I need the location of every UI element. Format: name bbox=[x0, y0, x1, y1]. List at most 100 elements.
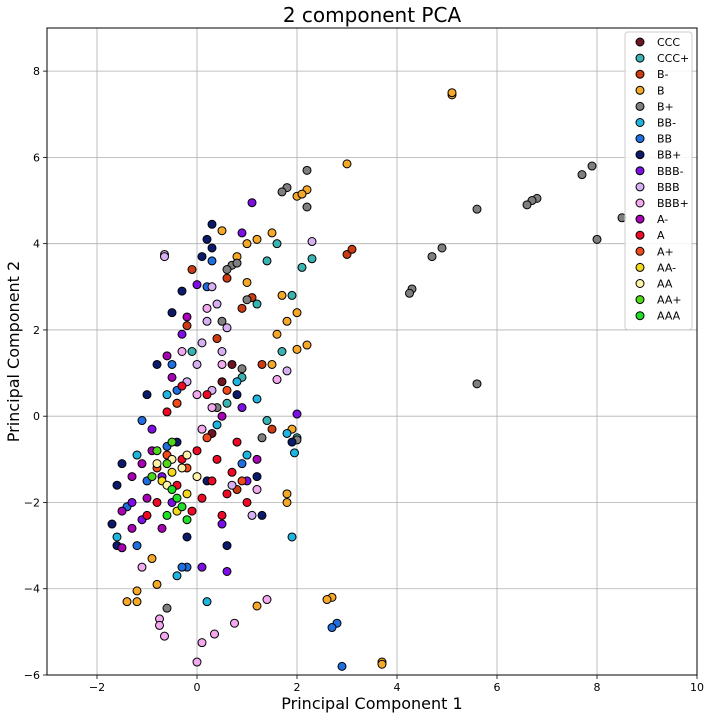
data-point-bb bbox=[132, 541, 142, 551]
data-point-aa bbox=[177, 463, 187, 473]
x-tick-label: 10 bbox=[690, 681, 704, 694]
data-point-bbb bbox=[307, 237, 317, 247]
data-point-aa-plus bbox=[162, 459, 172, 469]
data-point-b-minus bbox=[182, 321, 192, 331]
legend-label: B+ bbox=[657, 100, 674, 113]
data-point-bb-plus bbox=[222, 541, 232, 551]
data-point-b-plus bbox=[217, 316, 227, 326]
legend-marker bbox=[635, 279, 645, 288]
x-tick-label: 2 bbox=[294, 681, 301, 694]
data-point-bb bbox=[237, 459, 247, 469]
data-point-bb-plus bbox=[142, 390, 152, 400]
data-point-a-minus bbox=[127, 472, 137, 482]
data-point-ccc-plus bbox=[252, 299, 262, 309]
data-point-a-plus bbox=[222, 385, 232, 395]
data-point-bbb-plus bbox=[262, 595, 272, 605]
data-point-bbb bbox=[207, 282, 217, 292]
data-point-b bbox=[292, 344, 302, 354]
legend-label: A bbox=[657, 229, 665, 242]
legend-marker bbox=[635, 214, 645, 224]
data-point-ccc-plus bbox=[297, 262, 307, 272]
data-point-ccc-plus bbox=[307, 254, 317, 264]
data-point-aaa bbox=[177, 502, 187, 512]
data-point-b bbox=[152, 579, 162, 589]
legend-marker bbox=[635, 134, 645, 144]
data-point-bb-plus bbox=[207, 243, 217, 253]
data-point-aa-plus bbox=[152, 446, 162, 456]
legend-marker bbox=[635, 182, 645, 192]
data-point-a bbox=[152, 497, 162, 507]
data-point-b bbox=[302, 340, 312, 350]
data-point-aaa bbox=[182, 515, 192, 525]
data-point-a bbox=[212, 454, 222, 464]
data-point-b-minus bbox=[222, 273, 232, 283]
data-point-b-plus bbox=[405, 288, 414, 298]
data-point-a-minus bbox=[217, 411, 227, 421]
data-point-b bbox=[267, 359, 277, 369]
data-point-bbb-minus bbox=[217, 519, 227, 529]
legend-label: AA- bbox=[657, 261, 676, 274]
legend: CCCCCC+B-BB+BB-BBBB+BBB-BBBBBB+A-AA+AA-A… bbox=[624, 31, 693, 331]
data-point-bb-minus bbox=[132, 450, 142, 460]
data-point-bb-minus bbox=[252, 394, 262, 404]
data-point-b bbox=[292, 308, 302, 318]
plot-area-frame bbox=[46, 27, 698, 676]
data-point-bb-plus bbox=[252, 472, 262, 482]
data-point-bbb-minus bbox=[292, 409, 302, 419]
data-point-bb-minus bbox=[202, 597, 212, 607]
y-tick-label: 6 bbox=[33, 151, 40, 164]
data-point-b bbox=[447, 88, 457, 98]
data-point-ccc bbox=[217, 377, 227, 387]
data-point-bb-plus bbox=[257, 510, 267, 520]
data-point-bbb bbox=[227, 480, 237, 490]
data-point-b bbox=[282, 316, 292, 326]
data-point-bb-plus bbox=[152, 359, 162, 369]
x-tick-label: 8 bbox=[594, 681, 601, 694]
data-point-b bbox=[272, 329, 282, 339]
data-point-aa-minus bbox=[182, 489, 192, 499]
data-point-b bbox=[122, 597, 132, 607]
data-point-bbb bbox=[217, 347, 227, 356]
data-point-bb-plus bbox=[167, 308, 177, 318]
y-tick-label: 2 bbox=[33, 324, 40, 337]
data-point-b-plus bbox=[242, 295, 252, 305]
x-tick-label: 0 bbox=[194, 681, 201, 694]
data-point-bbb-minus bbox=[127, 497, 137, 507]
data-point-a-minus bbox=[127, 523, 137, 533]
data-point-bb bbox=[327, 623, 337, 633]
data-point-bb bbox=[167, 359, 177, 369]
data-point-bbb bbox=[160, 252, 169, 262]
data-point-bb-minus bbox=[212, 420, 222, 430]
data-point-b bbox=[252, 234, 262, 244]
data-point-bbb-plus bbox=[210, 629, 219, 639]
data-point-b bbox=[377, 659, 387, 669]
data-point-bbb-plus bbox=[177, 347, 187, 356]
data-point-b bbox=[242, 277, 252, 287]
data-point-b-plus bbox=[257, 433, 267, 443]
data-point-b-plus bbox=[592, 234, 602, 244]
data-point-a-plus bbox=[237, 476, 247, 486]
data-point-a bbox=[187, 506, 197, 516]
data-point-b-plus bbox=[237, 364, 247, 374]
data-point-bb-plus bbox=[177, 286, 187, 296]
data-point-b-plus bbox=[302, 165, 312, 175]
data-point-bbb-plus bbox=[192, 657, 202, 667]
data-point-bbb-plus bbox=[155, 620, 164, 630]
data-point-b bbox=[277, 290, 287, 300]
grid-lines bbox=[47, 28, 698, 676]
data-point-ccc bbox=[227, 359, 237, 369]
data-point-a-minus bbox=[167, 372, 177, 382]
data-point-b-minus bbox=[267, 424, 277, 434]
y-tick-label: 0 bbox=[33, 410, 40, 423]
data-point-a bbox=[142, 510, 152, 520]
legend-marker bbox=[635, 262, 645, 272]
data-point-bbb bbox=[282, 366, 292, 376]
data-point-bb-plus bbox=[287, 437, 297, 447]
data-point-b bbox=[147, 554, 157, 564]
data-point-bbb bbox=[197, 338, 207, 348]
data-point-bbb bbox=[247, 510, 257, 520]
legend-label: CCC+ bbox=[657, 52, 689, 65]
data-point-ccc-plus bbox=[277, 347, 287, 356]
data-point-b bbox=[132, 586, 142, 596]
legend-marker bbox=[635, 230, 645, 240]
